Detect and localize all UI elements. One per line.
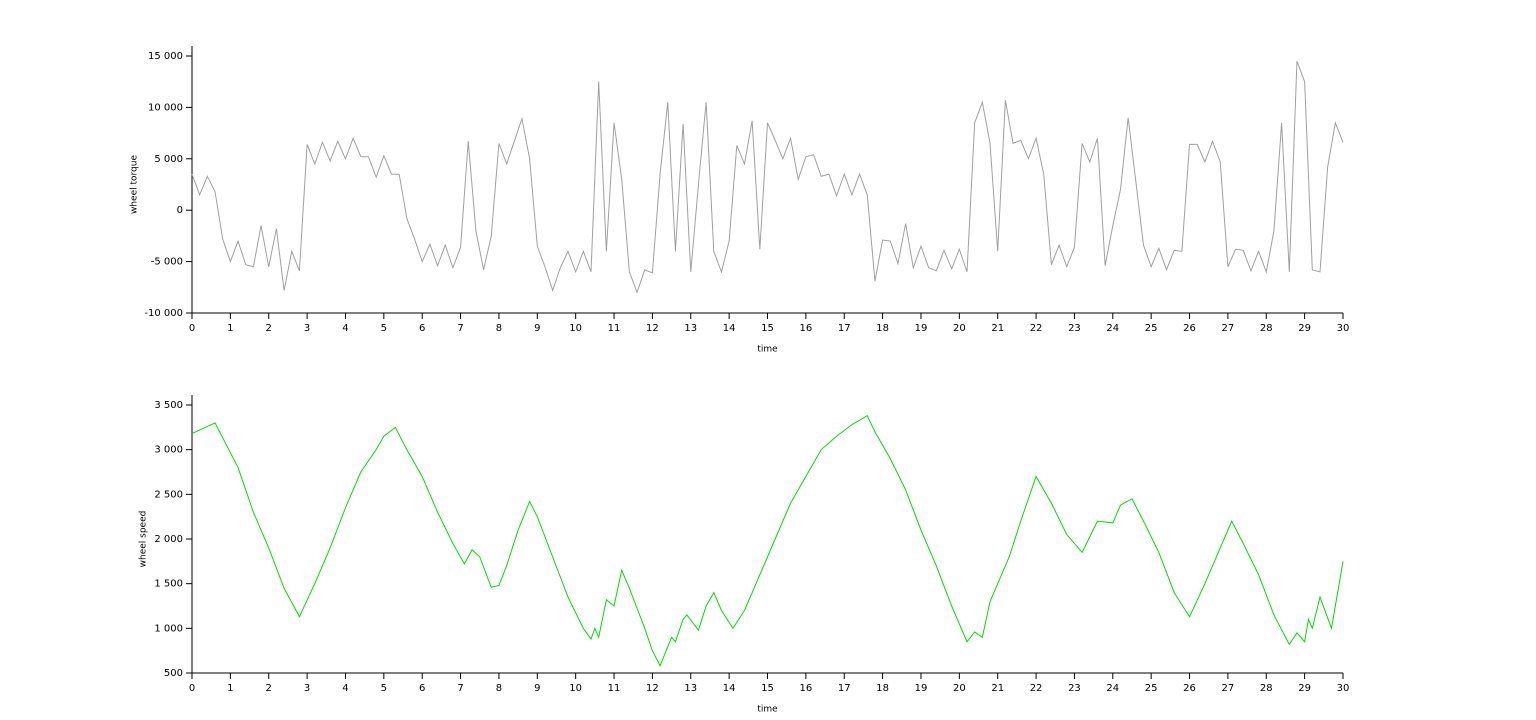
x-tick-label: 20 — [953, 683, 966, 694]
x-tick-label: 0 — [189, 323, 195, 334]
x-tick-label: 5 — [381, 323, 387, 334]
x-tick-label: 26 — [1183, 683, 1196, 694]
x-tick-label: 22 — [1030, 683, 1043, 694]
x-tick-label: 4 — [342, 683, 348, 694]
x-tick-label: 9 — [534, 683, 540, 694]
x-tick-label: 6 — [419, 323, 425, 334]
x-tick-label: 9 — [534, 323, 540, 334]
x-tick-label: 14 — [723, 323, 736, 334]
x-tick-label: 24 — [1106, 683, 1119, 694]
y-tick-label: 1 500 — [154, 579, 183, 590]
y-tick-label: 3 500 — [154, 400, 183, 411]
x-tick-label: 1 — [227, 683, 233, 694]
x-tick-label: 29 — [1298, 683, 1311, 694]
x-tick-label: 8 — [496, 683, 502, 694]
y-tick-label: 2 000 — [154, 534, 183, 545]
x-axis-label: time — [757, 345, 778, 355]
x-tick-label: 28 — [1260, 323, 1273, 334]
y-tick-label: -5 000 — [151, 257, 183, 268]
x-tick-label: 4 — [342, 323, 348, 334]
y-tick-label: 2 500 — [154, 489, 183, 500]
x-tick-label: 19 — [915, 683, 928, 694]
y-axis-label: wheel speed — [139, 511, 149, 568]
x-tick-label: 30 — [1337, 683, 1350, 694]
x-tick-label: 24 — [1106, 323, 1119, 334]
y-tick-label: 5 000 — [154, 154, 183, 165]
data-line — [191, 60, 1344, 294]
y-tick-label: 1 000 — [154, 623, 183, 634]
x-axis-label: time — [757, 705, 778, 715]
data-line — [191, 415, 1344, 668]
x-tick-label: 18 — [876, 683, 889, 694]
x-tick-label: 3 — [304, 323, 310, 334]
x-tick-label: 10 — [569, 323, 582, 334]
y-tick-label: 3 000 — [154, 445, 183, 456]
x-tick-label: 17 — [838, 323, 851, 334]
x-tick-label: 27 — [1222, 323, 1235, 334]
x-tick-label: 23 — [1068, 323, 1081, 334]
x-tick-label: 23 — [1068, 683, 1081, 694]
x-tick-label: 20 — [953, 323, 966, 334]
x-tick-label: 18 — [876, 323, 889, 334]
x-tick-label: 7 — [457, 683, 463, 694]
x-tick-label: 8 — [496, 323, 502, 334]
x-tick-label: 14 — [723, 683, 736, 694]
x-tick-label: 19 — [915, 323, 928, 334]
x-tick-label: 15 — [761, 683, 774, 694]
x-tick-label: 17 — [838, 683, 851, 694]
x-tick-label: 25 — [1145, 683, 1158, 694]
y-tick-label: -10 000 — [144, 308, 183, 319]
x-tick-label: 7 — [457, 323, 463, 334]
y-tick-label: 500 — [164, 668, 183, 679]
x-tick-label: 26 — [1183, 323, 1196, 334]
x-tick-label: 11 — [608, 323, 621, 334]
y-tick-label: 10 000 — [148, 102, 183, 113]
x-tick-label: 16 — [799, 323, 812, 334]
x-tick-label: 12 — [646, 683, 659, 694]
y-axis-label: wheel torque — [130, 155, 140, 214]
x-tick-label: 22 — [1030, 323, 1043, 334]
x-tick-label: 0 — [189, 683, 195, 694]
x-tick-label: 11 — [608, 683, 621, 694]
x-tick-label: 16 — [799, 683, 812, 694]
y-tick-label: 15 000 — [148, 51, 183, 62]
x-tick-label: 12 — [646, 323, 659, 334]
x-tick-label: 1 — [227, 323, 233, 334]
x-tick-label: 2 — [266, 323, 272, 334]
x-tick-label: 30 — [1337, 323, 1350, 334]
x-tick-label: 3 — [304, 683, 310, 694]
x-tick-label: 29 — [1298, 323, 1311, 334]
x-tick-label: 13 — [684, 323, 697, 334]
x-tick-label: 28 — [1260, 683, 1273, 694]
x-tick-label: 2 — [266, 683, 272, 694]
x-tick-label: 15 — [761, 323, 774, 334]
x-tick-label: 5 — [381, 683, 387, 694]
x-tick-label: 21 — [991, 323, 1004, 334]
x-tick-label: 27 — [1222, 683, 1235, 694]
x-tick-label: 21 — [991, 683, 1004, 694]
x-tick-label: 10 — [569, 683, 582, 694]
x-tick-label: 25 — [1145, 323, 1158, 334]
x-tick-label: 13 — [684, 683, 697, 694]
y-tick-label: 0 — [177, 205, 183, 216]
x-tick-label: 6 — [419, 683, 425, 694]
